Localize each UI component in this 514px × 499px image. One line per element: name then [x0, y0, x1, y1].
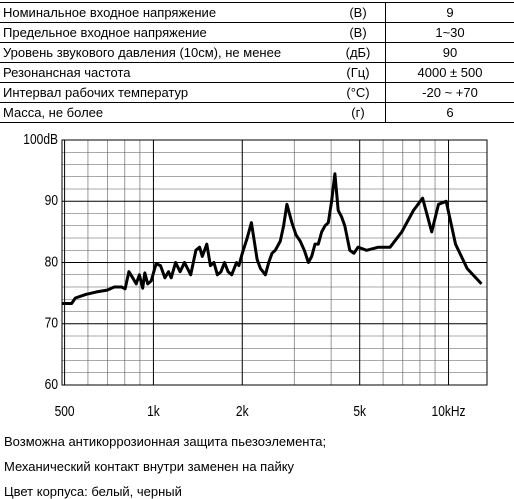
note: Механический контакт внутри заменен на п…	[4, 459, 294, 474]
spec-cell: Уровень звукового давления (10см), не ме…	[0, 43, 331, 63]
spec-cell: (В)	[331, 23, 386, 43]
y-tick-label: 80	[45, 253, 59, 270]
spec-row: Интервал рабочих температур(°С)-20 ~ +70	[0, 83, 514, 103]
spec-row: Резонансная частота(Гц)4000 ± 500	[0, 63, 514, 83]
note: Цвет корпуса: белый, черный	[4, 484, 182, 499]
spec-cell: 6	[386, 103, 514, 123]
spec-row: Номинальное входное напряжение(В)9	[0, 3, 514, 23]
spec-cell: (г)	[331, 103, 386, 123]
y-tick-label: 100dB	[23, 131, 58, 148]
x-tick-label: 500	[55, 403, 75, 420]
x-tick-label: 10kHz	[432, 403, 466, 420]
y-tick-label: 70	[45, 314, 59, 331]
spec-cell: (дБ)	[331, 43, 386, 63]
spec-cell: Масса, не более	[0, 103, 331, 123]
spec-cell: (°С)	[331, 83, 386, 103]
spec-cell: (Гц)	[331, 63, 386, 83]
x-tick-label: 2k	[236, 403, 249, 420]
spec-cell: 90	[386, 43, 514, 63]
spec-cell: Интервал рабочих температур	[0, 83, 331, 103]
spec-row: Уровень звукового давления (10см), не ме…	[0, 43, 514, 63]
spec-row: Предельное входное напряжение(В)1~30	[0, 23, 514, 43]
spec-cell: Резонансная частота	[0, 63, 331, 83]
spec-cell: 1~30	[386, 23, 514, 43]
spec-cell: -20 ~ +70	[386, 83, 514, 103]
spec-cell: Предельное входное напряжение	[0, 23, 331, 43]
spec-cell: Номинальное входное напряжение	[0, 3, 331, 23]
x-tick-label: 1k	[147, 403, 160, 420]
response-curve	[63, 174, 482, 304]
chart: 60 70 80 90 100dB 500 1k 2k 5k 10kHz	[0, 125, 514, 430]
x-tick-label: 5k	[353, 403, 366, 420]
spec-row: Масса, не более(г)6	[0, 103, 514, 123]
note: Возможна антикоррозионная защита пьезоэл…	[4, 434, 326, 449]
spec-cell: 9	[386, 3, 514, 23]
y-tick-label: 90	[45, 192, 59, 209]
spec-cell: (В)	[331, 3, 386, 23]
y-tick-label: 60	[45, 376, 59, 393]
spec-cell: 4000 ± 500	[386, 63, 514, 83]
